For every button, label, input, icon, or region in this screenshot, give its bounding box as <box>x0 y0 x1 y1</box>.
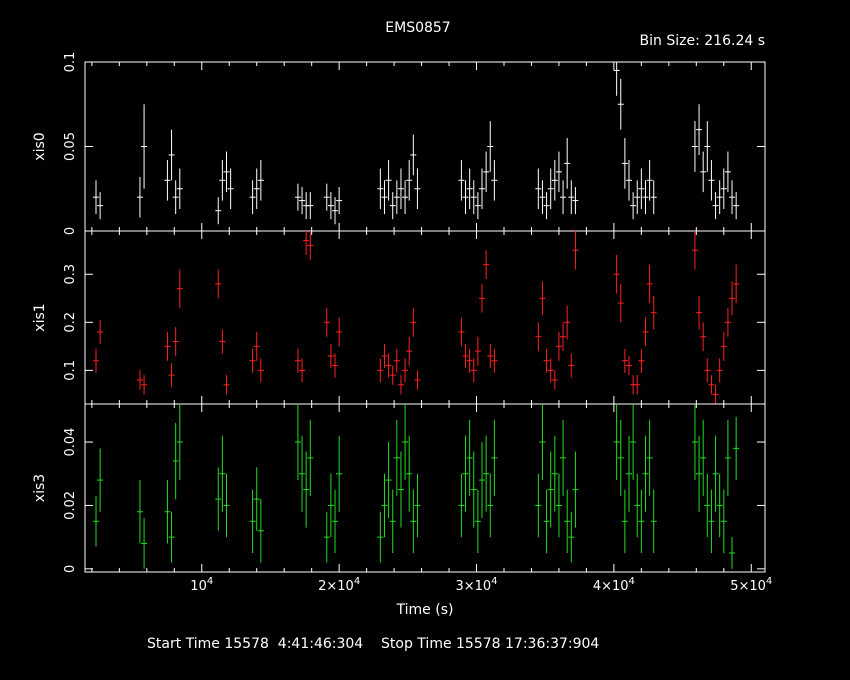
x-tick-label: 2×104 <box>318 576 360 594</box>
y-tick-label: 0.05 <box>63 132 78 161</box>
panel-frame <box>84 61 766 232</box>
x-tick-label: 3×104 <box>455 576 497 594</box>
panel-xis1: 0.1 0.2 0.3 xis1 <box>32 230 766 405</box>
panel-label-xis3: xis3 <box>32 474 48 502</box>
stop-time-text: Stop Time 15578 17:36:37:904 <box>381 636 600 652</box>
x-tick-label: 5×104 <box>730 576 772 594</box>
panel-xis3: 0 0.02 0.04 xis3 <box>32 403 766 573</box>
x-tick-label: 4×104 <box>593 576 635 594</box>
y-tick-label: 0 <box>63 565 78 573</box>
y-tick-label: 0.04 <box>63 428 78 457</box>
panel-frame <box>84 403 766 573</box>
start-time-text: Start Time 15578 4:41:46:304 <box>147 636 364 652</box>
y-tick-label: 0.02 <box>63 491 78 520</box>
chart-title: EMS0857 <box>385 20 450 36</box>
x-axis-label: Time (s) <box>396 602 454 618</box>
time-range-line: Start Time 15578 4:41:46:304 Stop Time 1… <box>147 636 599 652</box>
panels-group: 0 0.05 0.1 xis0 0.1 0.2 0.3 xis1 0 0.02 0.04 xis3 10… <box>32 52 772 594</box>
panel-frame <box>84 230 766 405</box>
bin-size-label: Bin Size: 216.24 s <box>640 33 765 49</box>
x-tick-label: 104 <box>190 576 213 594</box>
panel-xis0: 0 0.05 0.1 xis0 <box>32 52 766 235</box>
y-tick-label: 0 <box>63 227 78 235</box>
y-tick-label: 0.1 <box>63 52 78 73</box>
panel-label-xis1: xis1 <box>32 303 48 331</box>
y-tick-label: 0.2 <box>63 312 78 333</box>
y-tick-label: 0.1 <box>63 360 78 381</box>
y-tick-label: 0.3 <box>63 264 78 285</box>
panel-label-xis0: xis0 <box>32 132 48 160</box>
